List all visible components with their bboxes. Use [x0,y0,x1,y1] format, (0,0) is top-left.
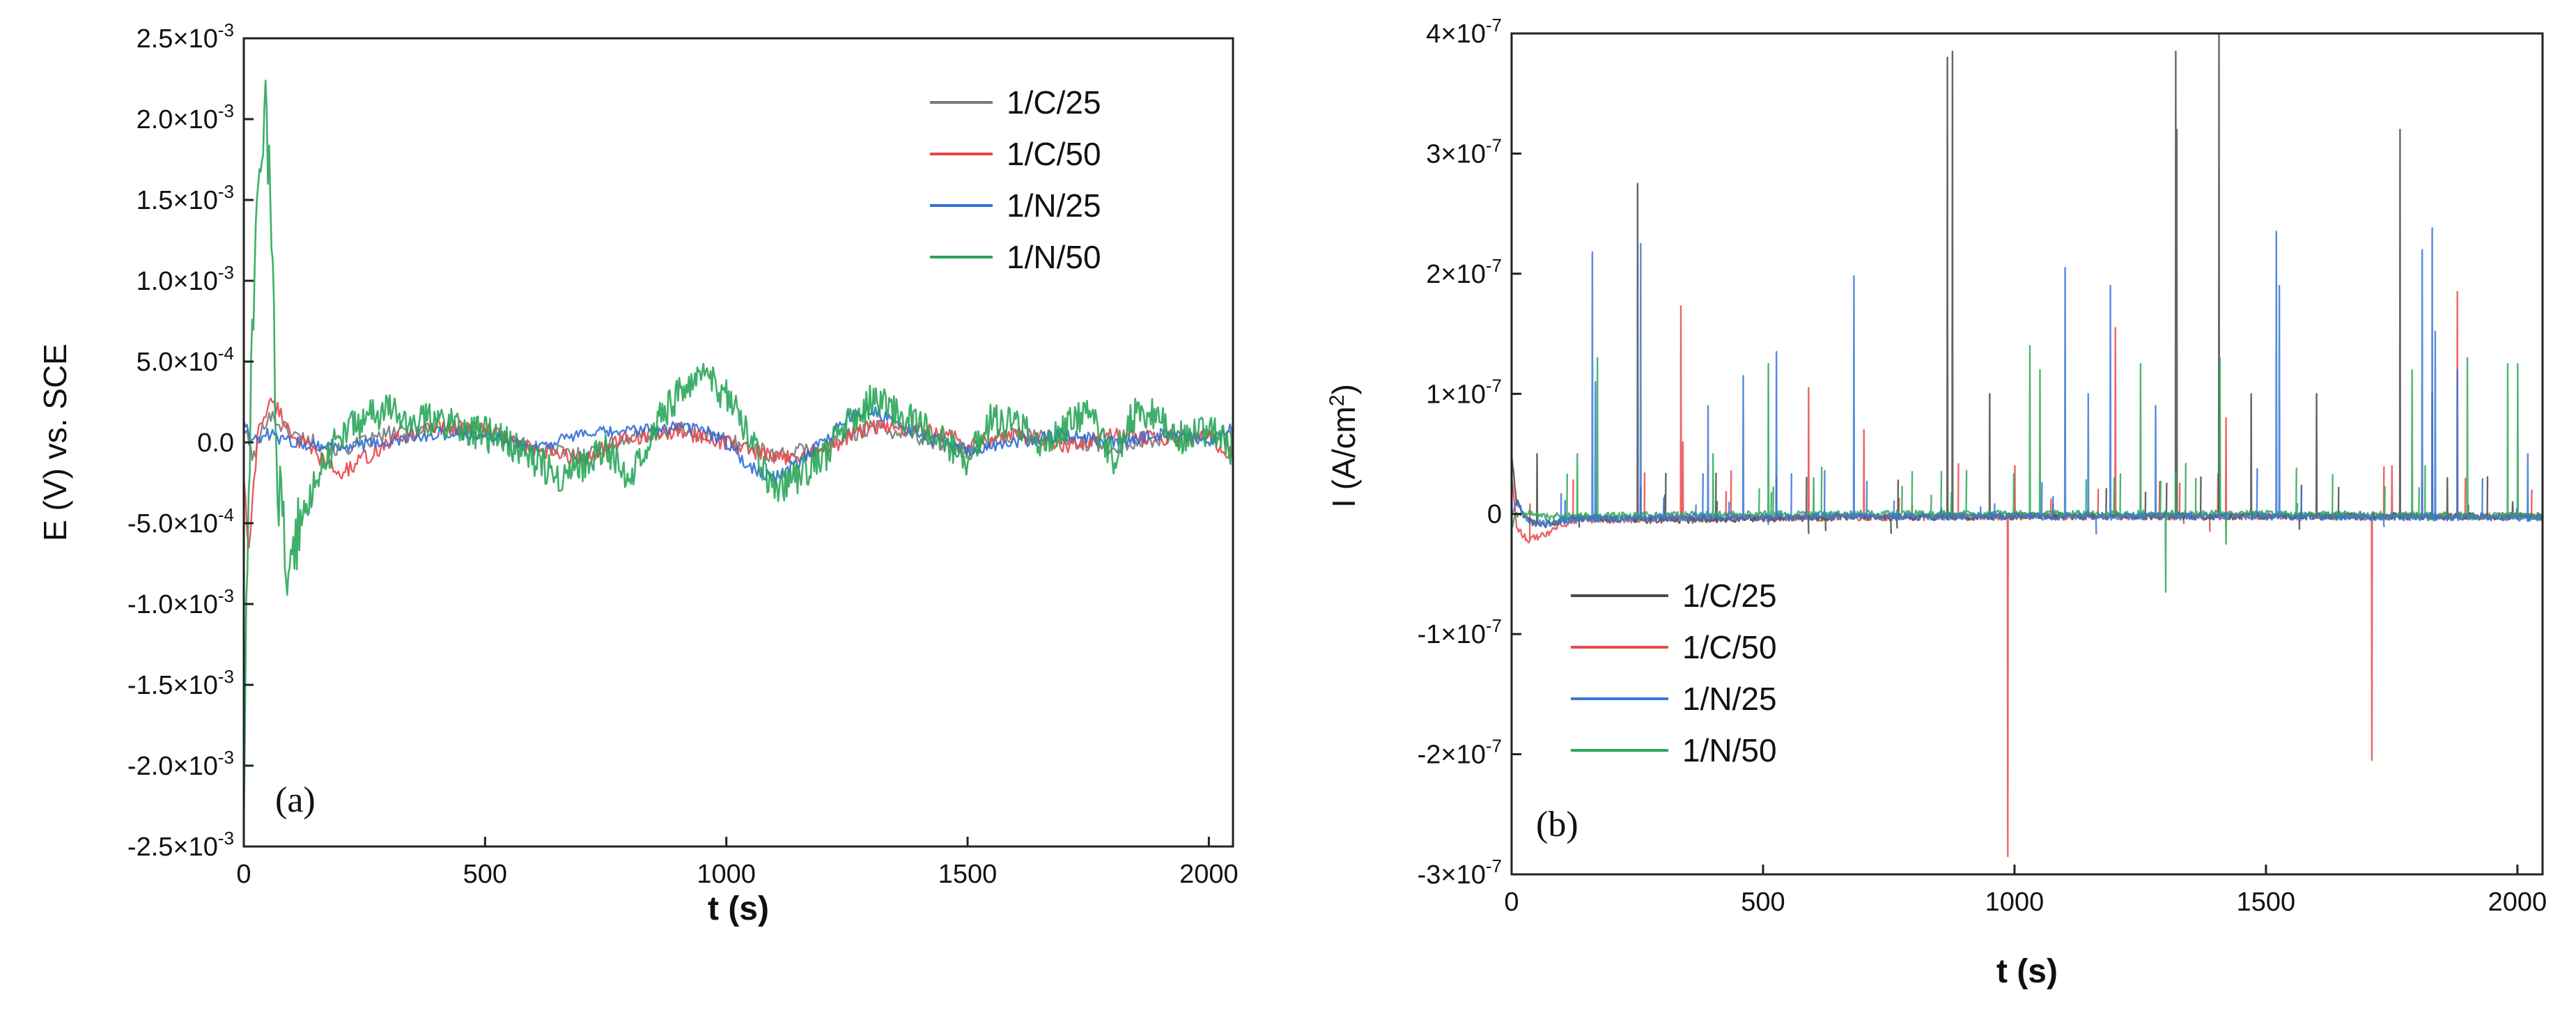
y-tick-label: -2×10-7 [1418,736,1502,770]
x-tick-label: 2000 [1179,860,1239,889]
y-tick-mantissa: -2.0×10 [127,752,218,781]
panel-b-axes-frame [1510,32,2544,876]
x-tick-label: 1500 [2237,888,2296,917]
y-tick-exponent: -3 [218,100,234,121]
x-tick-label: 0 [236,860,251,889]
y-tick-exponent: -3 [218,666,234,687]
panel-b-y-axis-title-main: I (A/cm [1326,406,1362,508]
y-tick-label: 0.0 [197,428,234,458]
y-tick-exponent: -4 [218,343,234,364]
panel-a-series-lines [242,79,1234,829]
legend-label: 1/C/25 [1007,84,1101,121]
y-tick-exponent: -3 [218,585,234,606]
y-tick-label: 2×10-7 [1426,255,1502,289]
panel-a-label: (a) [275,780,316,820]
y-tick-exponent: -3 [218,181,234,202]
y-tick-label: 1.0×10-3 [137,262,234,296]
panel-b-y-axis-title-end: ) [1326,384,1362,394]
legend-label: 1/C/25 [1682,578,1777,614]
y-tick-mantissa: 1.5×10 [137,186,218,215]
y-tick-label: -5.0×10-4 [127,504,234,539]
y-tick-mantissa: -1.5×10 [127,671,218,700]
x-tick-label: 1000 [1985,888,2044,917]
legend-label: 1/C/50 [1007,136,1101,172]
legend-label: 1/N/25 [1007,187,1101,224]
y-tick-mantissa: -2.5×10 [127,833,218,862]
y-tick-mantissa: 1.0×10 [137,267,218,296]
chart-panel-a: 0 500 1000 1500 2000 -2.5×10-3-2.0×10-3-1.5×… [37,20,1239,927]
y-tick-label: 1×10-7 [1426,375,1502,409]
y-tick-exponent: -7 [1486,615,1502,636]
legend-label: 1/N/50 [1682,732,1777,768]
x-tick-label: 500 [463,860,507,889]
y-tick-label: -1.0×10-3 [127,585,234,619]
y-tick-mantissa: 1×10 [1426,380,1486,409]
y-tick-mantissa: 3×10 [1426,139,1486,169]
y-tick-mantissa: 2×10 [1426,260,1486,289]
chart-panel-b: 0 500 1000 1500 2000 -3×10-7-2×10-7-1×10-701… [1326,15,2547,990]
panel-a-x-axis-title: t (s) [708,890,769,927]
y-tick-label: -3×10-7 [1418,856,1502,890]
y-tick-label: -1.5×10-3 [127,666,234,700]
y-tick-label: -2.0×10-3 [127,747,234,781]
y-tick-label: 2.5×10-3 [137,20,234,54]
y-tick-label: 4×10-7 [1426,15,1502,49]
y-tick-exponent: -3 [218,828,234,849]
legend-label: 1/C/50 [1682,629,1777,665]
y-tick-exponent: -4 [218,504,234,525]
y-tick-mantissa: 5.0×10 [137,348,218,377]
y-tick-exponent: -7 [1486,856,1502,876]
series-line-1-n-25 [1510,227,2544,535]
x-tick-label: 0 [1504,888,1519,917]
y-tick-label: -1×10-7 [1418,615,1502,649]
y-tick-label: 3×10-7 [1426,134,1502,169]
panel-a-x-ticks: 0 500 1000 1500 2000 [236,837,1239,889]
panel-a-legend: 1/C/25 1/C/50 1/N/25 1/N/50 [930,84,1101,275]
y-tick-exponent: -7 [1486,15,1502,36]
panel-b-label: (b) [1536,805,1578,844]
series-line-1-n-50 [242,79,1234,829]
y-tick-label: 0 [1487,500,1502,529]
y-tick-label: 1.5×10-3 [137,181,234,215]
y-tick-exponent: -7 [1486,134,1502,155]
y-tick-mantissa: -3×10 [1418,860,1486,890]
x-tick-label: 1000 [697,860,756,889]
y-tick-exponent: -7 [1486,255,1502,276]
y-tick-mantissa: -2×10 [1418,741,1486,770]
y-tick-mantissa: -1.0×10 [127,590,218,619]
y-tick-mantissa: -5.0×10 [127,509,218,539]
y-tick-exponent: -7 [1486,736,1502,757]
y-tick-mantissa: 4×10 [1426,20,1486,49]
panel-b-series-lines [1510,32,2544,858]
panel-b-y-axis-title: I (A/cm2) [1326,384,1363,508]
legend-label: 1/N/25 [1682,681,1777,717]
y-tick-label: 2.0×10-3 [137,100,234,134]
panel-b-legend: 1/C/25 1/C/50 1/N/25 1/N/50 [1571,578,1777,768]
y-tick-exponent: -3 [218,262,234,283]
x-tick-label: 2000 [2488,888,2547,917]
panel-b-y-axis-title-sup: 2 [1326,394,1349,406]
y-tick-exponent: -7 [1486,375,1502,396]
panel-b-y-ticks: -3×10-7-2×10-7-1×10-701×10-72×10-73×10-7… [1418,15,1521,890]
y-tick-mantissa: 2.5×10 [137,24,218,54]
y-tick-mantissa: -1×10 [1418,620,1486,649]
x-tick-label: 500 [1741,888,1785,917]
legend-label: 1/N/50 [1007,239,1101,275]
panel-b-x-ticks: 0 500 1000 1500 2000 [1504,865,2547,917]
panel-b-x-axis-title: t (s) [1996,953,2058,990]
x-tick-label: 1500 [938,860,998,889]
y-tick-label: 5.0×10-4 [137,343,234,377]
panel-a-y-ticks: -2.5×10-3-2.0×10-3-1.5×10-3-1.0×10-3-5.0… [127,20,254,862]
panel-a-y-axis-title: E (V) vs. SCE [37,343,73,541]
y-tick-label: -2.5×10-3 [127,828,234,862]
y-tick-exponent: -3 [218,747,234,768]
y-tick-exponent: -3 [218,20,234,40]
y-tick-mantissa: 2.0×10 [137,105,218,134]
